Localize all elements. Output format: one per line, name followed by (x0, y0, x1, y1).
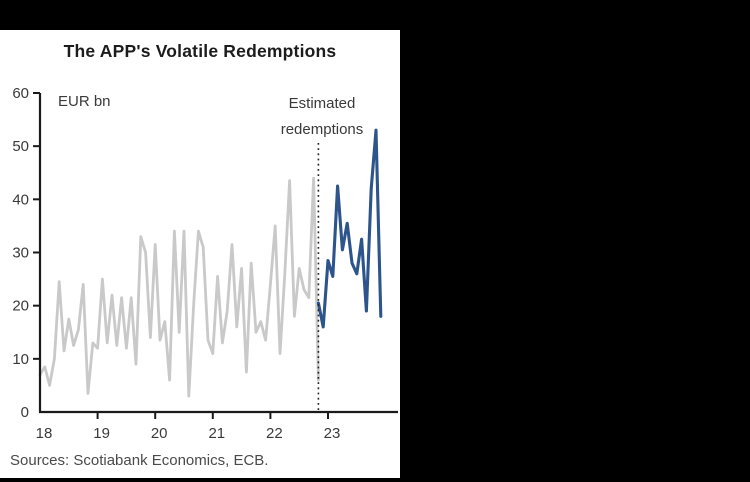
y-tick-label: 30 (12, 245, 29, 262)
y-axis-unit-label: EUR bn (58, 93, 111, 110)
x-tick-label: 18 (36, 425, 53, 442)
estimated-series-line (316, 128, 383, 329)
y-tick-label: 20 (12, 298, 29, 315)
y-tick-label: 10 (12, 351, 29, 368)
x-tick-label: 22 (266, 425, 283, 442)
top-black-bar (0, 0, 750, 30)
x-tick-label: 19 (93, 425, 110, 442)
actual-series-line (38, 176, 320, 398)
annotation-line-2: redemptions (280, 121, 364, 138)
sources-note: Sources: Scotiabank Economics, ECB. (10, 452, 269, 469)
chart-title: The APP's Volatile Redemptions (63, 41, 337, 61)
x-tick-label: 20 (151, 425, 168, 442)
chart-plot-area: 0 10 20 30 40 50 60 18 19 20 21 22 23 (12, 85, 398, 442)
y-tick-label: 40 (12, 191, 29, 208)
estimated-redemptions-annotation: Estimated redemptions (252, 91, 392, 143)
y-tick-label: 60 (12, 85, 29, 102)
y-tick-label: 0 (21, 404, 29, 421)
y-tick-label: 50 (12, 138, 29, 155)
annotation-line-1: Estimated (288, 95, 356, 112)
x-tick-label: 23 (324, 425, 341, 442)
chart-card: The APP's Volatile Redemptions 0 10 20 30 40… (0, 30, 400, 478)
x-tick-label: 21 (208, 425, 225, 442)
